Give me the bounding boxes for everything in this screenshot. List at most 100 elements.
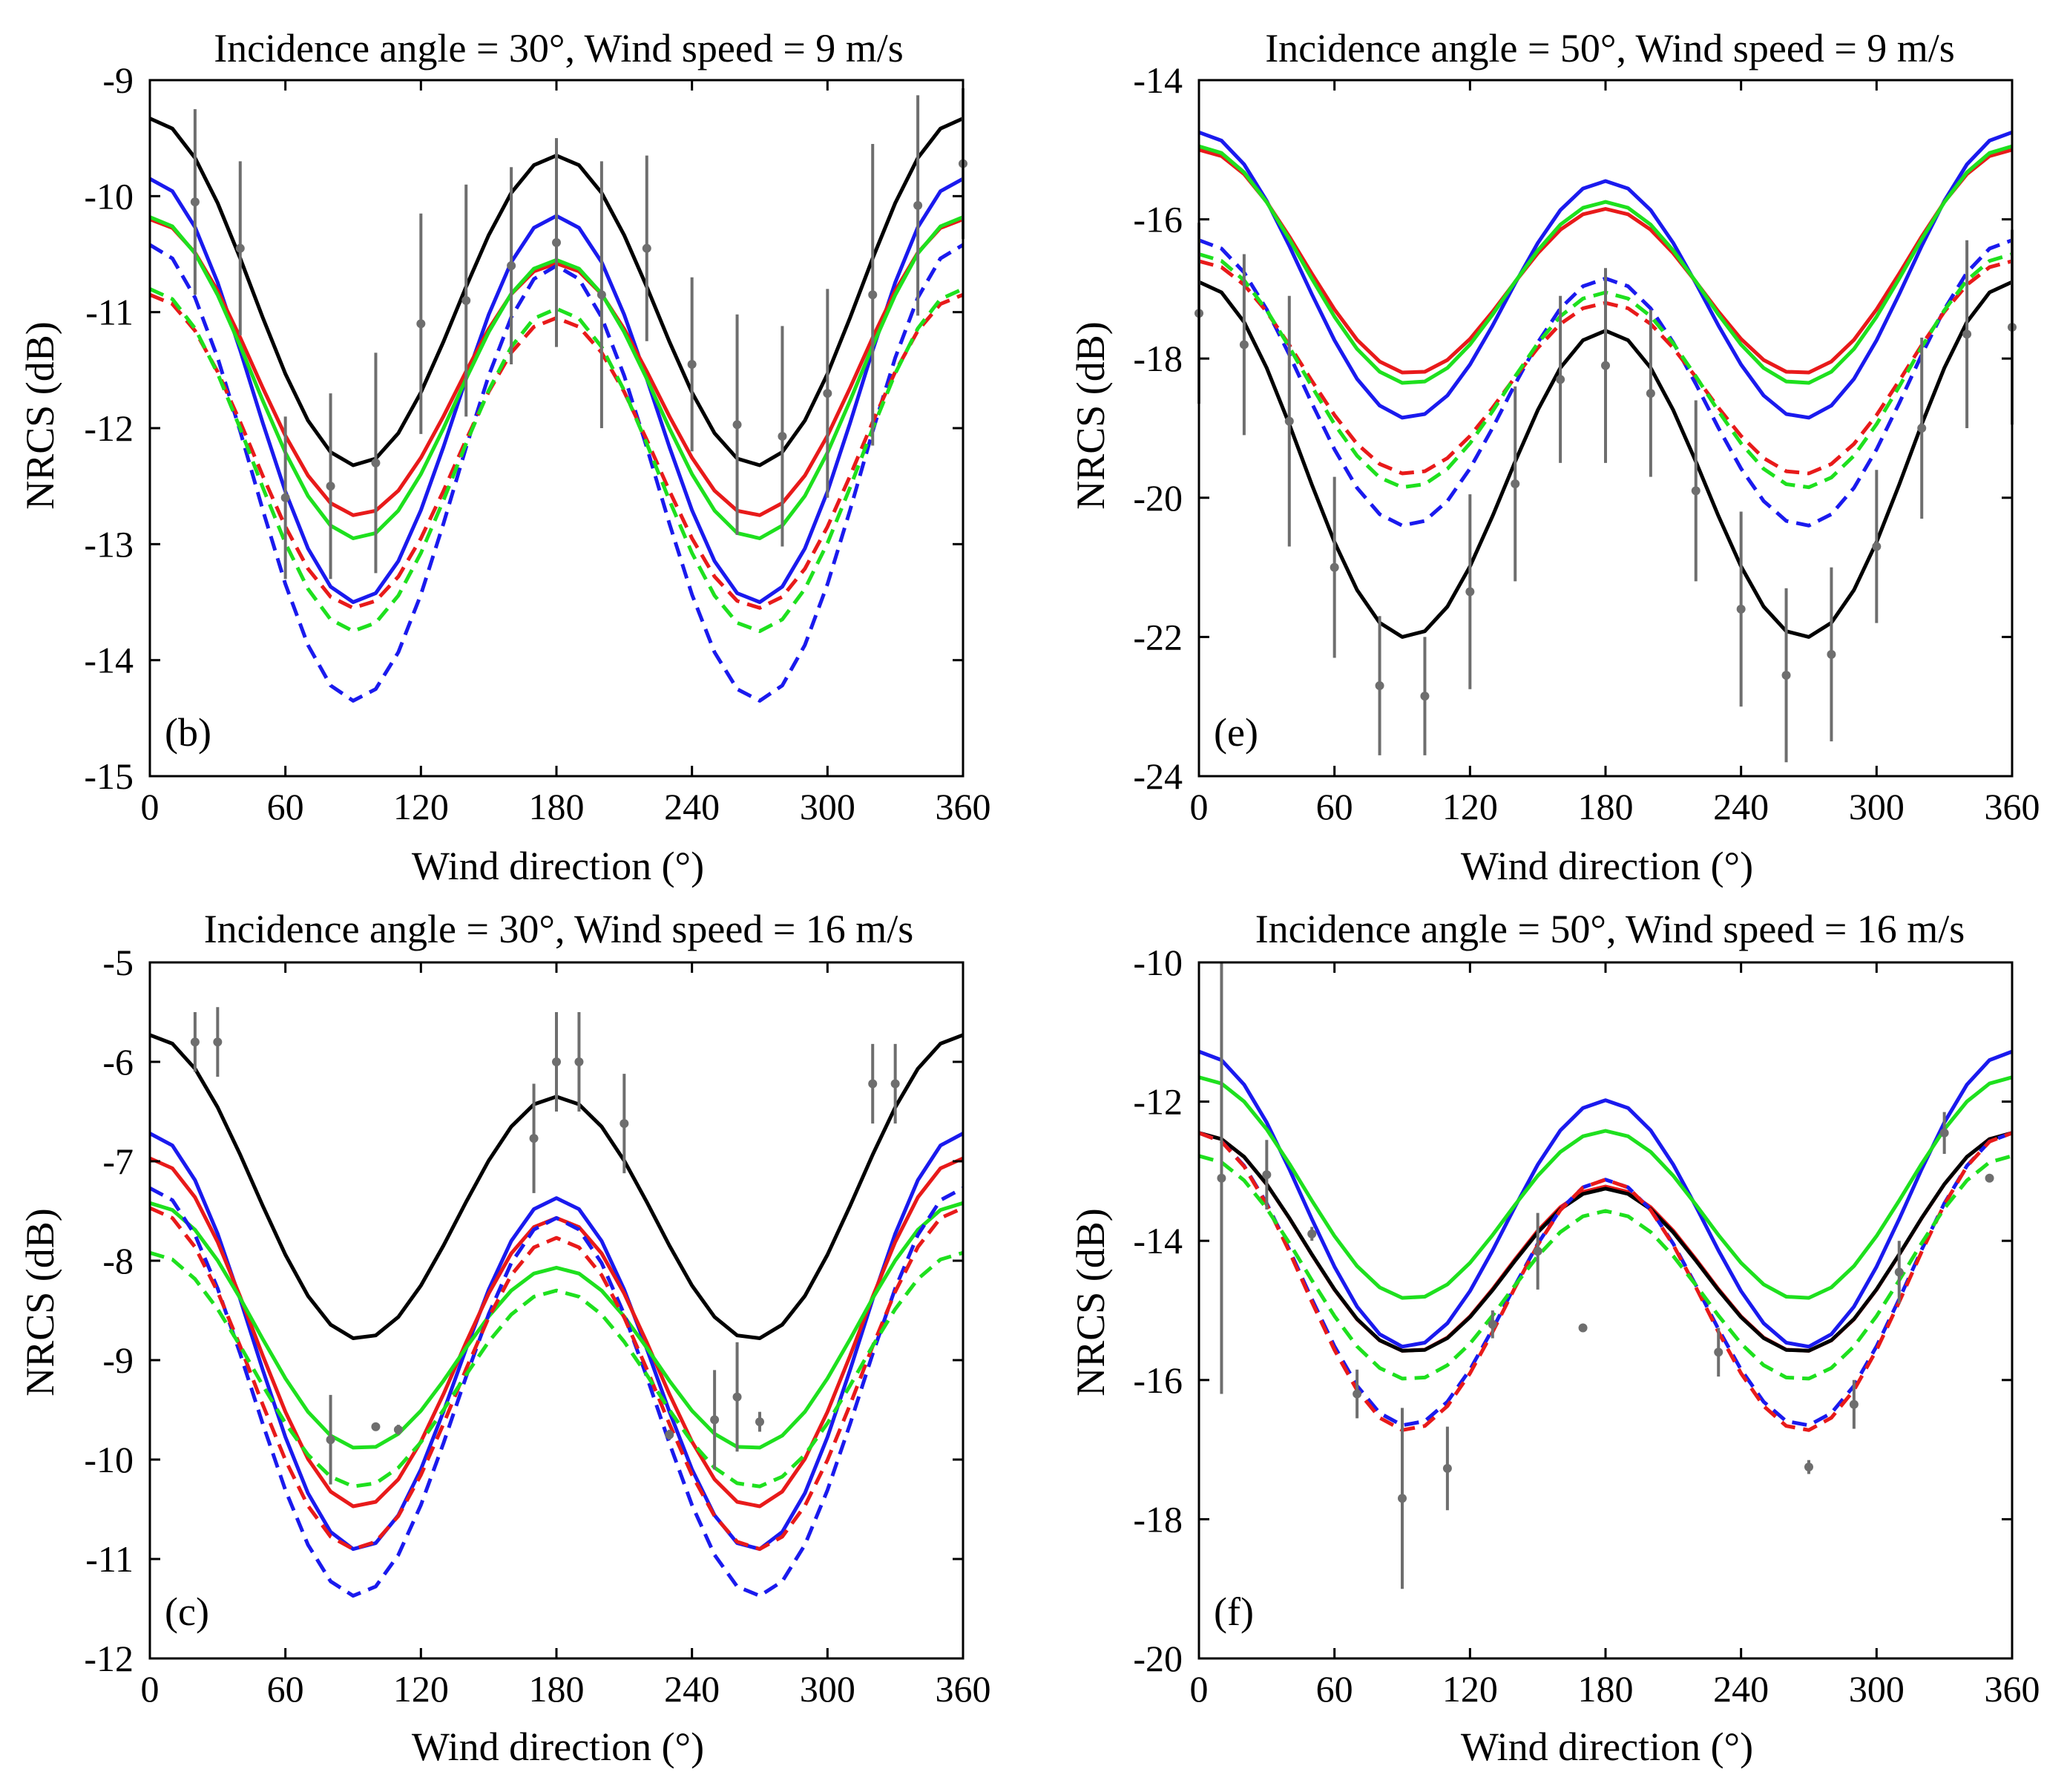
panel-e-point-6 (1465, 587, 1475, 597)
panel-f-point-4 (1398, 1494, 1407, 1503)
panel-e-point-11 (1691, 486, 1700, 496)
panel-f-label: (f) (1214, 1589, 1254, 1634)
panel-e-point-12 (1736, 604, 1746, 614)
panel-c-ytick-label-3: -8 (102, 1240, 134, 1281)
panel-b-point-15 (868, 290, 878, 300)
panel-f-xtick-label-6: 360 (1985, 1668, 2040, 1710)
panel-f-xlabel: Wind direction (°) (1461, 1724, 1753, 1769)
panel-f-series-6 (1198, 1154, 2013, 1381)
panel-e-point-15 (1872, 542, 1882, 551)
panel-c-point-1 (213, 1037, 223, 1047)
panel-e-ylabel: NRCS (dB) (1068, 321, 1113, 510)
panel-f-xtick-label-5: 300 (1849, 1668, 1905, 1710)
panel-e-label: (e) (1214, 710, 1258, 755)
panel-b-xtick-label-4: 240 (664, 786, 720, 827)
panel-e-point-17 (1962, 329, 1972, 339)
panel-c-point-10 (710, 1415, 720, 1425)
panel-f-ytick-label-5: -20 (1133, 1638, 1183, 1679)
panel-e-xtick-label-4: 240 (1713, 786, 1769, 827)
panel-b-point-9 (597, 290, 606, 300)
panel-b-title: Incidence angle = 30°, Wind speed = 9 m/… (214, 26, 904, 70)
panel-e-observation-layer (1194, 223, 2017, 763)
panel-f-tick-layer: 0 60 120 180 240 300 360 -10 -12 -14 -16 -18 -20 (1133, 942, 2040, 1710)
panel-f-xtick-label-1: 60 (1316, 1668, 1353, 1710)
panel-b-point-5 (416, 319, 426, 329)
panel-c-point-4 (393, 1425, 403, 1434)
panel-f-ytick-label-1: -12 (1133, 1081, 1183, 1123)
panel-f-point-2 (1307, 1229, 1317, 1238)
panel-b-point-3 (326, 482, 335, 491)
panel-f-point-3 (1353, 1389, 1362, 1399)
panel-c-point-12 (755, 1417, 764, 1427)
panel-b-observation-layer (190, 88, 967, 580)
panel-e-point-9 (1601, 361, 1610, 370)
panel-b-xlabel: Wind direction (°) (412, 844, 704, 888)
panel-e-ytick-label-4: -22 (1133, 616, 1183, 657)
panel-e-point-13 (1781, 670, 1791, 680)
panel-f-point-8 (1578, 1323, 1588, 1333)
panel-b-xtick-label-5: 300 (800, 786, 855, 827)
panel-e-title: Incidence angle = 50°, Wind speed = 9 m/… (1265, 26, 1955, 70)
panel-f-point-1 (1262, 1170, 1272, 1180)
panel-b-point-10 (642, 243, 651, 253)
panel-e-point-10 (1646, 389, 1655, 398)
panel-f-series-1 (1198, 1075, 2013, 1300)
panel-c-xtick-label-5: 300 (800, 1668, 855, 1710)
panel-f-title: Incidence angle = 50°, Wind speed = 16 m… (1255, 907, 1965, 951)
panel-e-xtick-label-6: 360 (1985, 786, 2040, 827)
panel-c: Incidence angle = 30°, Wind speed = 16 m… (18, 907, 991, 1769)
panel-b-point-14 (823, 389, 832, 398)
panel-e-point-8 (1556, 375, 1565, 384)
panel-f-ytick-label-3: -16 (1133, 1359, 1183, 1401)
panel-b-ytick-label-4: -13 (84, 523, 134, 565)
panel-e-ytick-label-3: -20 (1133, 477, 1183, 519)
panel-f-ytick-label-2: -14 (1133, 1220, 1183, 1261)
panel-b-xtick-label-3: 180 (529, 786, 585, 827)
panel-b-xtick-label-2: 120 (393, 786, 449, 827)
panel-f-xtick-label-0: 0 (1190, 1668, 1209, 1710)
panel-c-series-1 (148, 1132, 965, 1552)
panel-b: Incidence angle = 30°, Wind speed = 9 m/… (18, 26, 991, 888)
panel-c-xtick-label-6: 360 (936, 1668, 991, 1710)
panel-c-point-7 (574, 1057, 584, 1066)
panel-b-tick-layer: 0 60 120 180 240 300 360 -9 -10 -11 -12 -13 -14 -15 (84, 59, 990, 827)
panel-c-ylabel: NRCS (dB) (18, 1208, 62, 1396)
panel-c-axes-frame (148, 961, 965, 1660)
panel-b-xtick-label-6: 360 (936, 786, 991, 827)
panel-f-axes-frame (1197, 961, 2014, 1660)
panel-b-xtick-label-0: 0 (141, 786, 160, 827)
panel-f-point-5 (1442, 1463, 1452, 1473)
panel-f-observation-layer (1217, 962, 1994, 1589)
panel-b-ytick-label-2: -11 (85, 292, 134, 333)
panel-e-ytick-label-1: -16 (1133, 199, 1183, 240)
panel-c-observation-layer (190, 1007, 900, 1485)
panel-b-point-12 (732, 420, 742, 430)
panel-c-series-layer (148, 1033, 965, 1598)
panel-c-ytick-label-4: -9 (102, 1339, 134, 1381)
panel-c-point-5 (529, 1134, 539, 1143)
panel-b-ytick-label-0: -9 (102, 59, 134, 101)
panel-f: Incidence angle = 50°, Wind speed = 16 m… (1068, 907, 2040, 1769)
panel-c-ytick-label-2: -7 (102, 1140, 134, 1182)
panel-b-point-11 (687, 360, 697, 370)
panel-c-point-14 (890, 1079, 900, 1089)
panel-b-axes-frame (148, 79, 965, 778)
panel-e-ytick-label-0: -14 (1133, 59, 1183, 101)
panel-e-axes-frame (1197, 79, 2014, 778)
panel-c-point-9 (665, 1430, 674, 1440)
panel-c-ytick-label-6: -11 (85, 1538, 134, 1580)
panel-c-series-4 (148, 1186, 965, 1598)
panel-c-xtick-label-1: 60 (267, 1668, 304, 1710)
panel-b-xtick-label-1: 60 (267, 786, 304, 827)
panel-e-point-1 (1239, 340, 1249, 349)
panel-b-point-7 (507, 261, 516, 271)
panel-e-xtick-label-3: 180 (1578, 786, 1634, 827)
panel-c-point-8 (620, 1119, 629, 1129)
panel-e-xtick-label-2: 120 (1442, 786, 1498, 827)
panel-f-point-7 (1533, 1247, 1542, 1256)
panel-e-point-16 (1917, 424, 1927, 433)
panel-b-series-6 (148, 287, 965, 634)
panel-b-ytick-label-3: -12 (84, 407, 134, 449)
panel-b-point-1 (235, 243, 245, 253)
panel-f-ytick-label-0: -10 (1133, 942, 1183, 983)
